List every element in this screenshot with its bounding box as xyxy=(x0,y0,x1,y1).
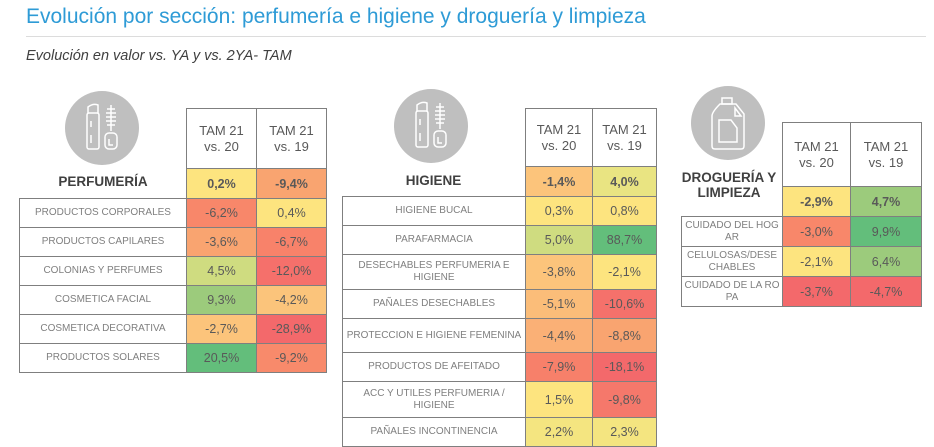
row-value: 0,8% xyxy=(592,196,657,226)
section-total-value: -9,4% xyxy=(256,168,327,199)
table-row: CUIDADO DE LA ROPA -3,7% -4,7% xyxy=(681,276,922,307)
section-title: HIGIENE xyxy=(405,173,462,188)
row-label: CUIDADO DEL HOGAR xyxy=(681,216,783,247)
column-header: TAM 21 vs. 19 xyxy=(850,122,922,187)
row-value: -4,4% xyxy=(525,318,593,353)
table-row: CUIDADO DEL HOGAR -3,0% 9,9% xyxy=(681,216,922,247)
row-label: CELULOSAS/DESECHABLES xyxy=(681,246,783,277)
section-total-value: -2,9% xyxy=(782,186,851,217)
row-value: 2,2% xyxy=(525,417,593,447)
row-label: PAÑALES INCONTINENCIA xyxy=(342,417,526,447)
table-row: COSMETICA FACIAL 9,3% -4,2% xyxy=(19,285,327,315)
row-value: -3,8% xyxy=(525,254,593,290)
section-title: DROGUERÍA Y LIMPIEZA xyxy=(681,170,777,200)
column-header: TAM 21 vs. 20 xyxy=(782,122,851,187)
table-row: ACC Y UTILES PERFUMERIA / HIGIENE 1,5% -9,… xyxy=(342,381,657,418)
table-row: DESECHABLES PERFUMERIA E HIGIENE -3,8% -2,… xyxy=(342,254,657,290)
row-value: 88,7% xyxy=(592,225,657,255)
row-value: 1,5% xyxy=(525,381,593,418)
row-value: 9,9% xyxy=(850,216,922,247)
row-value: 20,5% xyxy=(186,343,257,373)
column-header: TAM 21 vs. 19 xyxy=(592,108,657,167)
row-value: -2,1% xyxy=(592,254,657,290)
row-value: -8,8% xyxy=(592,318,657,353)
row-label: PAÑALES DESECHABLES xyxy=(342,289,526,319)
row-value: -9,2% xyxy=(256,343,327,373)
row-value: -5,1% xyxy=(525,289,593,319)
section-title: PERFUMERÍA xyxy=(58,174,148,189)
table-row: PAÑALES INCONTINENCIA 2,2% 2,3% xyxy=(342,417,657,447)
section-total-value: -1,4% xyxy=(525,166,593,197)
table-row: PRODUCTOS CORPORALES -6,2% 0,4% xyxy=(19,198,327,228)
row-value: -3,7% xyxy=(782,276,851,307)
row-value: -4,7% xyxy=(850,276,922,307)
row-value: 4,5% xyxy=(186,256,257,286)
row-value: 6,4% xyxy=(850,246,922,277)
row-value: -2,7% xyxy=(186,314,257,344)
row-value: 0,4% xyxy=(256,198,327,228)
row-label: PROTECCION E HIGIENE FEMENINA xyxy=(342,318,526,353)
row-value: 2,3% xyxy=(592,417,657,447)
table-row: PARAFARMACIA 5,0% 88,7% xyxy=(342,225,657,255)
table-row: CELULOSAS/DESECHABLES -2,1% 6,4% xyxy=(681,246,922,277)
row-label: PARAFARMACIA xyxy=(342,225,526,255)
row-value: -18,1% xyxy=(592,352,657,382)
title-divider xyxy=(26,36,926,37)
detergent-bottle-icon xyxy=(691,86,765,160)
row-label: HIGIENE BUCAL xyxy=(342,196,526,226)
table-row: PAÑALES DESECHABLES -5,1% -10,6% xyxy=(342,289,657,319)
row-label: COSMETICA FACIAL xyxy=(19,285,187,315)
table-row: HIGIENE BUCAL 0,3% 0,8% xyxy=(342,196,657,226)
row-value: -9,8% xyxy=(592,381,657,418)
section-total-value: 4,0% xyxy=(592,166,657,197)
row-value: -7,9% xyxy=(525,352,593,382)
section-total-value: 4,7% xyxy=(850,186,922,217)
row-label: PRODUCTOS DE AFEITADO xyxy=(342,352,526,382)
row-label: COLONIAS Y PERFUMES xyxy=(19,256,187,286)
table-row: PROTECCION E HIGIENE FEMENINA -4,4% -8,8% xyxy=(342,318,657,353)
row-value: 9,3% xyxy=(186,285,257,315)
column-header: TAM 21 vs. 20 xyxy=(525,108,593,167)
table-row: COSMETICA DECORATIVA -2,7% -28,9% xyxy=(19,314,327,344)
row-label: PRODUCTOS CORPORALES xyxy=(19,198,187,228)
cosmetics-icon xyxy=(394,89,468,163)
row-value: -4,2% xyxy=(256,285,327,315)
column-header: TAM 21 vs. 20 xyxy=(186,108,257,169)
page-subtitle: Evolución en valor vs. YA y vs. 2YA- TAM xyxy=(26,48,292,64)
row-value: -3,0% xyxy=(782,216,851,247)
row-value: -6,2% xyxy=(186,198,257,228)
row-label: ACC Y UTILES PERFUMERIA / HIGIENE xyxy=(342,381,526,418)
row-label: PRODUCTOS SOLARES xyxy=(19,343,187,373)
page-title: Evolución por sección: perfumería e higi… xyxy=(26,5,646,28)
row-value: -3,6% xyxy=(186,227,257,257)
row-label: CUIDADO DE LA ROPA xyxy=(681,276,783,307)
table-row: PRODUCTOS CAPILARES -3,6% -6,7% xyxy=(19,227,327,257)
row-value: -10,6% xyxy=(592,289,657,319)
row-value: -12,0% xyxy=(256,256,327,286)
column-header: TAM 21 vs. 19 xyxy=(256,108,327,169)
row-value: -6,7% xyxy=(256,227,327,257)
section-table: TAM 21 vs. 20 TAM 21 vs. 19 -2,9% 4,7% CUIDADO… xyxy=(681,122,922,307)
row-value: -2,1% xyxy=(782,246,851,277)
table-row: COLONIAS Y PERFUMES 4,5% -12,0% xyxy=(19,256,327,286)
section-total-value: 0,2% xyxy=(186,168,257,199)
row-value: -28,9% xyxy=(256,314,327,344)
cosmetics-icon xyxy=(65,91,139,165)
row-label: COSMETICA DECORATIVA xyxy=(19,314,187,344)
table-row: PRODUCTOS SOLARES 20,5% -9,2% xyxy=(19,343,327,373)
section-table: TAM 21 vs. 20 TAM 21 vs. 19 -1,4% 4,0% HIGIENE… xyxy=(342,108,657,447)
row-value: 5,0% xyxy=(525,225,593,255)
section-table: TAM 21 vs. 20 TAM 21 vs. 19 0,2% -9,4% PRODUCT… xyxy=(19,108,327,373)
row-label: PRODUCTOS CAPILARES xyxy=(19,227,187,257)
table-row: PRODUCTOS DE AFEITADO -7,9% -18,1% xyxy=(342,352,657,382)
row-value: 0,3% xyxy=(525,196,593,226)
row-label: DESECHABLES PERFUMERIA E HIGIENE xyxy=(342,254,526,290)
